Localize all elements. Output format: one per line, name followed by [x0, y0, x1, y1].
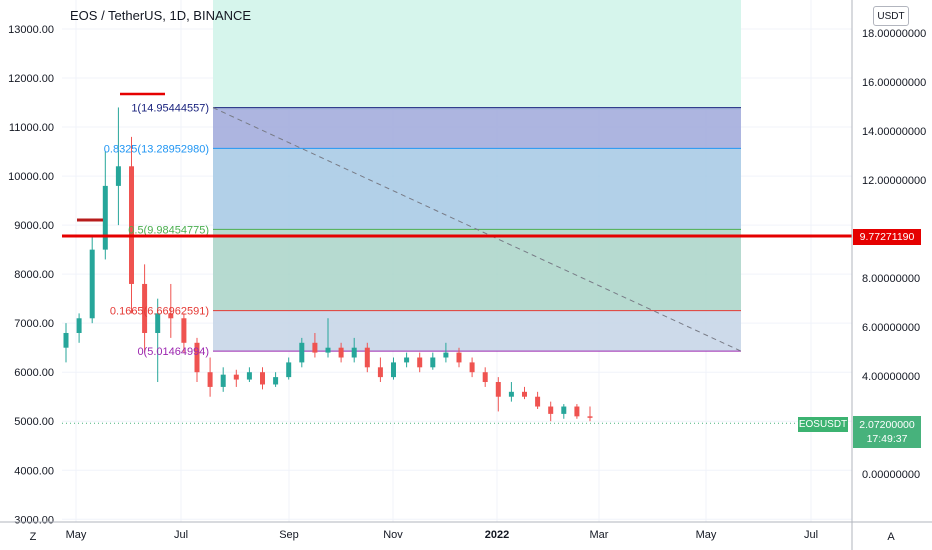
candle-body — [246, 372, 252, 380]
time-axis-tick: Mar — [590, 529, 609, 541]
time-axis-tick: May — [66, 529, 87, 541]
right-axis-tick: 0.00000000 — [862, 469, 920, 481]
candles — [63, 107, 593, 422]
fib-band — [213, 229, 741, 311]
right-axis-tick: 6.00000000 — [862, 322, 920, 334]
drawn-marks[interactable] — [77, 92, 165, 222]
projection-zone — [213, 0, 741, 110]
fib-band — [213, 148, 741, 230]
time-axis-tick: May — [696, 529, 717, 541]
candle-body — [325, 347, 331, 353]
left-axis-tick: 11000.00 — [9, 122, 54, 134]
candle-body — [142, 283, 148, 333]
candle-body — [535, 396, 541, 407]
time-axis-tick: Sep — [279, 529, 299, 541]
candle-body — [482, 372, 488, 383]
left-axis-tick: 8000.00 — [14, 269, 54, 281]
trend-line[interactable] — [212, 107, 742, 352]
left-axis-tick: 7000.00 — [14, 318, 54, 330]
fib-labels: 1(14.95444557) 0.8325(13.28952980) 0.5(9.9… — [104, 103, 209, 359]
right-axis-tick: 18.00000000 — [862, 28, 926, 40]
fib-level-label: 0(5.01464994) — [137, 346, 209, 358]
right-axis-tick: 12.00000000 — [862, 175, 926, 187]
fib-retracement[interactable] — [213, 107, 741, 352]
candle-body — [587, 416, 593, 418]
currency-button[interactable]: USDT — [873, 6, 909, 26]
right-axis-tick: 16.00000000 — [862, 77, 926, 89]
auto-scale-button[interactable]: A — [887, 531, 895, 543]
left-axis-tick: 9000.00 — [14, 220, 54, 232]
fib-level-label: 0.1665(6.66962591) — [110, 306, 209, 318]
fib-band — [213, 310, 741, 352]
left-axis-tick: 13000.00 — [8, 24, 54, 36]
fib-band — [213, 107, 741, 149]
right-axis-tick: 8.00000000 — [862, 273, 920, 285]
candle-body — [312, 342, 318, 353]
candle-body — [508, 391, 514, 397]
fib-level-label: 1(14.95444557) — [131, 103, 209, 115]
candle-body — [89, 249, 95, 319]
candle-body — [168, 313, 174, 319]
current-price: 2.07200000 — [859, 419, 915, 431]
candle-body — [430, 357, 436, 368]
candle-body — [351, 347, 357, 358]
candle-body — [102, 185, 108, 250]
left-axis-tick: 3000.00 — [14, 514, 54, 526]
left-axis-tick: 5000.00 — [14, 416, 54, 428]
time-axis-tick: 2022 — [485, 529, 509, 541]
left-price-axis[interactable]: 13000.00 12000.00 11000.00 10000.00 9000.00 8… — [8, 24, 54, 526]
candle-body — [574, 406, 580, 417]
time-axis-tick: Nov — [383, 529, 403, 541]
key-level-price-tag: 9.77271190 — [853, 229, 921, 245]
candle-body — [155, 313, 161, 333]
timezone-button[interactable]: Z — [29, 531, 37, 543]
left-axis-tick: 4000.00 — [14, 465, 54, 477]
candle-body — [76, 318, 82, 333]
bar-countdown: 17:49:37 — [866, 433, 908, 445]
candle-body — [495, 382, 501, 397]
candle-body — [299, 342, 305, 363]
candle-body — [522, 391, 527, 397]
candle-body — [364, 347, 370, 368]
candle-body — [548, 406, 554, 414]
candle-body — [338, 347, 344, 358]
candle-body — [417, 357, 423, 368]
time-axis[interactable]: May Jul Sep Nov 2022 Mar May Jul — [66, 529, 818, 541]
candle-body — [443, 352, 449, 358]
left-axis-tick: 6000.00 — [14, 367, 54, 379]
candle-body — [129, 166, 134, 284]
candle-body — [286, 362, 292, 378]
time-axis-tick: Jul — [804, 529, 818, 541]
chart-title: EOS / TetherUS, 1D, BINANCE — [70, 8, 252, 23]
candle-body — [377, 367, 383, 378]
fib-level-label: 0.5(9.98454775) — [128, 224, 209, 236]
candle-body — [194, 342, 200, 373]
current-price-tag: 2.07200000 17:49:37 — [853, 416, 921, 448]
candle-body — [404, 357, 410, 363]
candle-body — [391, 362, 396, 378]
right-price-axis[interactable]: 18.00000000 16.00000000 14.00000000 12.0000… — [862, 28, 926, 481]
candle-body — [273, 377, 279, 385]
left-axis-tick: 12000.00 — [8, 73, 54, 85]
time-axis-tick: Jul — [174, 529, 188, 541]
right-axis-tick: 4.00000000 — [862, 371, 920, 383]
candle-body — [469, 362, 475, 373]
candle-body — [115, 166, 121, 186]
candle-body — [220, 374, 226, 387]
candle-body — [456, 352, 462, 363]
candle-body — [260, 372, 265, 385]
candle-body — [63, 332, 69, 348]
right-axis-tick: 14.00000000 — [862, 126, 926, 138]
candle-body — [207, 372, 213, 387]
fib-level-label: 0.8325(13.28952980) — [104, 143, 209, 155]
left-axis-tick: 10000.00 — [8, 171, 54, 183]
candle-body — [233, 374, 239, 380]
symbol-tag: EOSUSDT — [798, 417, 848, 432]
candle-body — [561, 406, 567, 414]
candle-body — [181, 318, 187, 343]
